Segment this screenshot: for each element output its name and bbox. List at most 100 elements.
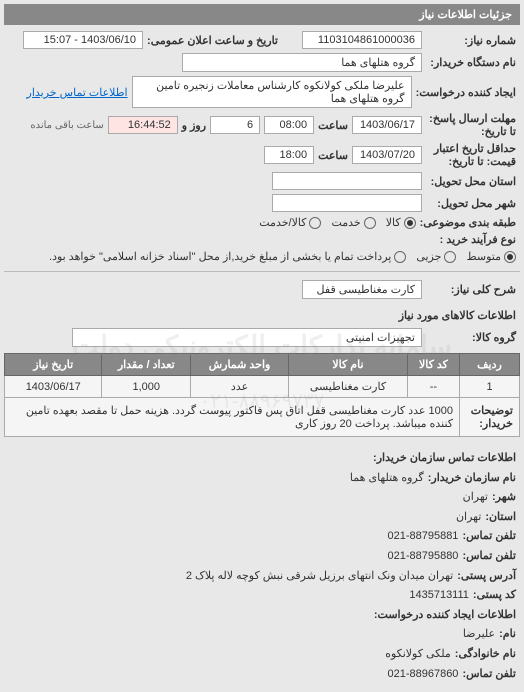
val-postal: تهران میدان ونک انتهای برزیل شرقی نبش کو…	[186, 568, 453, 586]
cell-name: کارت مغناطیسی	[289, 376, 408, 398]
table-row: 1 -- کارت مغناطیسی عدد 1,000 1403/06/17	[5, 376, 520, 398]
field-goods-group: تجهیزات امنیتی	[72, 328, 422, 347]
radio-icon	[504, 251, 516, 263]
label-city: شهر محل تحویل:	[426, 197, 516, 210]
row-province: استان محل تحویل:	[4, 170, 520, 192]
row-deadline: مهلت ارسال پاسخ: تا تاریخ: 1403/06/17 سا…	[4, 110, 520, 140]
radio-icon	[309, 217, 321, 229]
label-days-and: روز و	[182, 119, 206, 132]
field-city	[272, 194, 422, 212]
buyer-desc-label: توضیحات خریدار:	[460, 398, 520, 437]
row-creator: ایجاد کننده درخواست: علیرضا ملکی کولانکو…	[4, 74, 520, 110]
label-org: نام سازمان خریدار:	[428, 470, 516, 488]
col-code: کد کالا	[407, 354, 459, 376]
form-container: سامانه تدارکات الکترونیکی دولت ۰۲۱-۸۸۹۶۹…	[0, 0, 524, 692]
label-phone: تلفن تماس:	[462, 528, 516, 546]
field-creator: علیرضا ملکی کولانکوه کارشناس معاملات زنج…	[132, 76, 412, 108]
field-request-number: 1103104861000036	[302, 31, 422, 49]
field-deadline-date: 1403/06/17	[352, 116, 422, 134]
cell-date: 1403/06/17	[5, 376, 102, 398]
field-summary: کارت مغناطیسی قفل	[302, 280, 422, 299]
val-ccity: تهران	[463, 489, 488, 507]
label-request-number: شماره نیاز:	[426, 34, 516, 47]
col-date: تاریخ نیاز	[5, 354, 102, 376]
label-cprovince: استان:	[485, 509, 516, 527]
label-postcode: کد پستی:	[473, 587, 516, 605]
buyer-desc-row: توضیحات خریدار: 1000 عدد کارت مغناطیسی ق…	[5, 398, 520, 437]
page-header: جزئیات اطلاعات نیاز	[4, 4, 520, 25]
radio-icon	[444, 251, 456, 263]
val-cphone: 021-88967860	[387, 666, 458, 684]
buyer-contact-link[interactable]: اطلاعات تماس خریدار	[27, 86, 128, 99]
label-category: طبقه بندی موضوعی:	[420, 216, 516, 229]
field-deadline-time: 08:00	[264, 116, 314, 134]
label-buyer: نام دستگاه خریدار:	[426, 56, 516, 69]
goods-section-title: اطلاعات کالاهای مورد نیاز	[4, 305, 520, 326]
radio-kala-khedmat[interactable]: کالا/خدمت	[259, 216, 321, 229]
label-datetime: تاریخ و ساعت اعلان عمومی:	[147, 34, 278, 47]
contact-title1: اطلاعات تماس سازمان خریدار:	[8, 449, 516, 469]
radio-treasury[interactable]: پرداخت تمام یا بخشی از مبلغ خرید,از محل …	[49, 250, 406, 263]
val-phone2: 021-88795880	[387, 548, 458, 566]
row-city: شهر محل تحویل:	[4, 192, 520, 214]
contact-title2: اطلاعات ایجاد کننده درخواست:	[8, 606, 516, 626]
cell-idx: 1	[460, 376, 520, 398]
category-radio-group: کالا خدمت کالا/خدمت	[259, 216, 415, 229]
label-phone2: تلفن تماس:	[462, 548, 516, 566]
field-validity-time: 18:00	[264, 146, 314, 164]
col-qty: تعداد / مقدار	[102, 354, 191, 376]
col-unit: واحد شمارش	[191, 354, 289, 376]
label-cphone: تلفن تماس:	[462, 666, 516, 684]
label-deadline-time: ساعت	[318, 119, 348, 132]
contact-block: اطلاعات تماس سازمان خریدار: نام سازمان خ…	[4, 445, 520, 688]
cell-unit: عدد	[191, 376, 289, 398]
val-phone: 021-88795881	[387, 528, 458, 546]
field-buyer: گروه هتلهای هما	[182, 53, 422, 72]
field-province	[272, 172, 422, 190]
radio-khedmat[interactable]: خدمت	[331, 216, 375, 229]
col-idx: ردیف	[460, 354, 520, 376]
radio-icon	[404, 217, 416, 229]
val-org: گروه هتلهای هما	[350, 470, 424, 488]
row-goods-group: گروه کالا: تجهیزات امنیتی	[4, 326, 520, 349]
goods-table: ردیف کد کالا نام کالا واحد شمارش تعداد /…	[4, 353, 520, 437]
label-process: نوع فرآیند خرید :	[426, 233, 516, 246]
label-province: استان محل تحویل:	[426, 175, 516, 188]
row-category: طبقه بندی موضوعی: کالا خدمت کالا/خدمت	[4, 214, 520, 231]
cell-qty: 1,000	[102, 376, 191, 398]
label-validity: حداقل تاریخ اعتبار قیمت: تا تاریخ:	[426, 142, 516, 168]
radio-kala[interactable]: کالا	[386, 216, 416, 229]
label-cname: نام:	[499, 626, 516, 644]
val-cname: علیرضا	[463, 626, 495, 644]
label-cfamily: نام خانوادگی:	[455, 646, 516, 664]
row-process: نوع فرآیند خرید : متوسط جزیی پرداخت تمام…	[4, 231, 520, 265]
buyer-desc-text: 1000 عدد کارت مغناطیسی قفل اتاق پس فاکتو…	[5, 398, 460, 437]
label-deadline: مهلت ارسال پاسخ: تا تاریخ:	[426, 112, 516, 138]
val-postcode: 1435713111	[409, 587, 469, 605]
row-request-number: شماره نیاز: 1103104861000036 تاریخ و ساع…	[4, 29, 520, 51]
label-ccity: شهر:	[492, 489, 516, 507]
field-validity-date: 1403/07/20	[352, 146, 422, 164]
field-days: 6	[210, 116, 260, 134]
radio-medium[interactable]: متوسط	[466, 250, 516, 263]
radio-icon	[394, 251, 406, 263]
label-goods-group: گروه کالا:	[426, 331, 516, 344]
field-datetime: 1403/06/10 - 15:07	[23, 31, 143, 49]
label-postal: آدرس پستی:	[457, 568, 516, 586]
process-radio-group: متوسط جزیی پرداخت تمام یا بخشی از مبلغ خ…	[49, 250, 516, 263]
radio-minor[interactable]: جزیی	[416, 250, 456, 263]
cell-code: --	[407, 376, 459, 398]
radio-icon	[364, 217, 376, 229]
label-validity-time: ساعت	[318, 149, 348, 162]
val-cprovince: تهران	[456, 509, 481, 527]
field-remaining-time: 16:44:52	[108, 116, 178, 134]
table-header-row: ردیف کد کالا نام کالا واحد شمارش تعداد /…	[5, 354, 520, 376]
row-buyer: نام دستگاه خریدار: گروه هتلهای هما	[4, 51, 520, 74]
label-summary: شرح کلی نیاز:	[426, 283, 516, 296]
row-validity: حداقل تاریخ اعتبار قیمت: تا تاریخ: 1403/…	[4, 140, 520, 170]
val-cfamily: ملکی کولانکوه	[385, 646, 451, 664]
label-creator: ایجاد کننده درخواست:	[416, 86, 516, 99]
label-remaining: ساعت باقی مانده	[30, 120, 103, 131]
col-name: نام کالا	[289, 354, 408, 376]
row-summary: شرح کلی نیاز: کارت مغناطیسی قفل	[4, 278, 520, 301]
